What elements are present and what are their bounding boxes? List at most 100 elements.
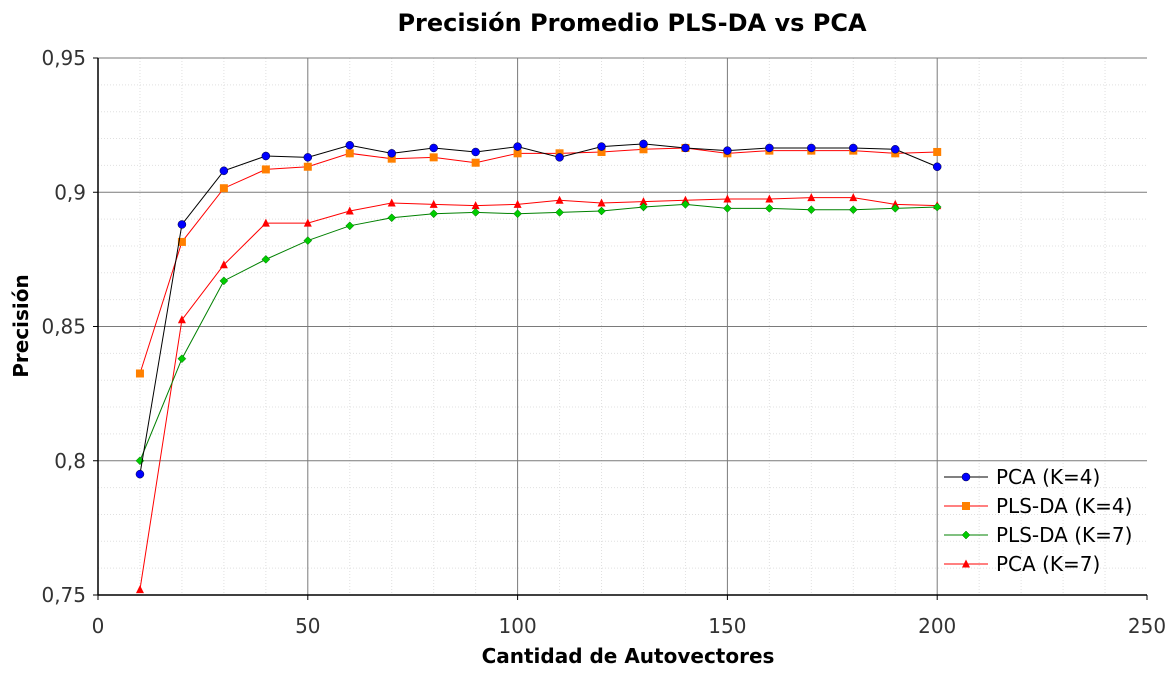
x-tick-label: 0: [92, 614, 105, 638]
data-point: [177, 315, 186, 324]
data-point: [555, 195, 564, 204]
x-tick-label: 100: [499, 614, 537, 638]
series-line: [139, 203, 938, 461]
y-axis-label: Precisión: [9, 274, 33, 378]
x-tick-label: 250: [1128, 614, 1166, 638]
data-point: [639, 139, 648, 149]
data-point: [848, 205, 858, 215]
data-point: [471, 208, 480, 217]
legend-marker: [961, 530, 971, 540]
legend-marker: [962, 559, 970, 568]
data-point: [597, 198, 606, 207]
data-point: [177, 354, 187, 364]
data-point: [849, 143, 858, 153]
data-point: [555, 208, 564, 217]
data-point: [219, 166, 229, 176]
legend-label: PLS-DA (K=7): [996, 523, 1132, 547]
y-tick-label: 0,8: [54, 449, 86, 473]
data-point: [261, 255, 271, 264]
data-point: [513, 199, 522, 208]
data-point: [513, 149, 522, 158]
data-point: [303, 162, 312, 171]
chart-title: Precisión Promedio PLS-DA vs PCA: [397, 9, 867, 37]
grid: [98, 57, 1147, 595]
data-point: [429, 209, 439, 219]
data-point: [597, 142, 606, 151]
series-pls-da-k-7: [135, 199, 942, 466]
x-tick-label: 200: [918, 614, 956, 638]
data-point: [639, 202, 648, 212]
data-point: [555, 153, 564, 162]
axes: [93, 57, 1148, 600]
data-point: [345, 221, 355, 231]
data-point: [933, 147, 942, 156]
data-point: [387, 213, 397, 223]
data-point: [932, 202, 942, 212]
data-point: [219, 260, 228, 269]
series-pls-da-k-4: [135, 143, 942, 378]
data-point: [429, 153, 438, 162]
legend-label: PLS-DA (K=4): [996, 494, 1132, 518]
series-line: [139, 147, 938, 374]
data-point: [387, 198, 396, 207]
legend: PCA (K=4) PLS-DA (K=4) PLS-DA (K=7) PCA (K=…: [944, 465, 1132, 576]
data-point: [219, 276, 229, 286]
x-axis-label: Cantidad de Autovectores: [482, 644, 775, 668]
data-point: [765, 194, 774, 203]
y-tick-label: 0,75: [41, 583, 86, 607]
data-point: [597, 206, 606, 216]
data-point: [345, 141, 355, 150]
data-point: [387, 154, 396, 163]
data-point: [177, 220, 187, 229]
data-point: [597, 147, 606, 156]
data-point: [681, 199, 690, 209]
data-point: [681, 195, 690, 204]
data-point: [806, 205, 816, 215]
data-point: [681, 143, 690, 153]
x-tick-label: 150: [708, 614, 746, 638]
data-point: [261, 218, 270, 227]
data-point: [890, 204, 900, 213]
data-point: [387, 149, 396, 158]
data-point: [429, 143, 438, 153]
legend-entry: PLS-DA (K=7): [944, 523, 1132, 547]
data-point: [639, 197, 648, 206]
legend-marker: [961, 472, 971, 482]
x-tick-label: 50: [295, 614, 320, 638]
data-point: [807, 193, 816, 202]
legend-marker: [962, 502, 970, 510]
tick-labels: 0 50 100 150 200 250 0,75 0,8 0,85 0,9 0,95: [41, 46, 1166, 638]
legend-entry: PCA (K=7): [944, 552, 1100, 576]
data-point: [303, 236, 313, 245]
data-point: [639, 145, 648, 154]
data-point: [723, 194, 732, 203]
data-point: [471, 201, 480, 210]
data-point: [471, 158, 480, 167]
data-point: [135, 469, 145, 479]
legend-label: PCA (K=4): [996, 465, 1100, 489]
data-point: [765, 143, 774, 153]
data-point: [261, 165, 270, 174]
data-point: [513, 209, 522, 219]
series-line: [139, 143, 938, 475]
data-point: [135, 585, 144, 594]
data-point: [723, 204, 732, 213]
data-point: [303, 153, 313, 162]
y-tick-label: 0,85: [41, 315, 86, 339]
data-point: [849, 193, 858, 202]
data-point: [891, 199, 900, 208]
data-point: [135, 369, 144, 378]
data-point: [303, 218, 312, 227]
data-point: [345, 149, 354, 158]
data-point: [890, 145, 900, 154]
legend-entry: PLS-DA (K=4): [944, 494, 1132, 518]
data-point: [219, 184, 228, 193]
series-pca-k-4: [135, 139, 942, 479]
data-point: [429, 199, 438, 208]
data-point: [807, 143, 816, 153]
legend-entry: PCA (K=4): [944, 465, 1100, 489]
data-point: [932, 162, 942, 171]
data-point: [261, 151, 271, 161]
data-point: [345, 206, 354, 215]
